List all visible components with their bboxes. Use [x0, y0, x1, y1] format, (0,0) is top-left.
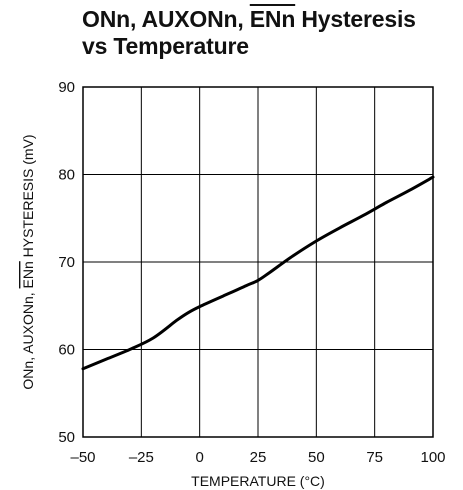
x-tick-label: 50	[308, 449, 325, 466]
title-line-1-part-a: ONn, AUXONn,	[82, 6, 250, 32]
x-tick-labels: –50 –25 0 25 50 75 100	[70, 449, 445, 466]
grid-lines	[83, 87, 433, 437]
title-line-1: ONn, AUXONn, ENn Hysteresis	[82, 6, 452, 33]
chart-title: ONn, AUXONn, ENn Hysteresis vs Temperatu…	[82, 6, 452, 60]
series-group	[81, 175, 435, 371]
x-tick-label: 0	[195, 449, 203, 466]
series-line	[81, 175, 435, 371]
y-axis-label-part-c: HYSTERESIS (mV)	[20, 134, 36, 261]
plot-frame	[82, 86, 434, 438]
y-axis-label-part-a: ONn, AUXONn,	[20, 288, 36, 389]
y-axis-label-part-b: ENn	[20, 261, 36, 288]
y-tick-label: 70	[58, 254, 75, 271]
y-axis-label: ONn, AUXONn, ENn HYSTERESIS (mV)	[20, 134, 36, 389]
x-tick-label: –25	[129, 449, 154, 466]
x-tick-label: 25	[250, 449, 267, 466]
title-line-1-part-c: Hysteresis	[295, 6, 416, 32]
y-tick-labels: 50 60 70 80 90	[58, 79, 75, 446]
x-tick-label: 100	[420, 449, 445, 466]
x-tick-label: –50	[70, 449, 95, 466]
title-line-1-part-b: ENn	[249, 6, 296, 32]
y-tick-label: 50	[58, 429, 75, 446]
y-tick-label: 80	[58, 167, 75, 184]
y-tick-label: 60	[58, 342, 75, 359]
title-line-2: vs Temperature	[82, 33, 249, 59]
x-tick-label: 75	[366, 449, 383, 466]
y-tick-label: 90	[58, 79, 75, 96]
x-axis-label: TEMPERATURE (°C)	[191, 473, 325, 489]
